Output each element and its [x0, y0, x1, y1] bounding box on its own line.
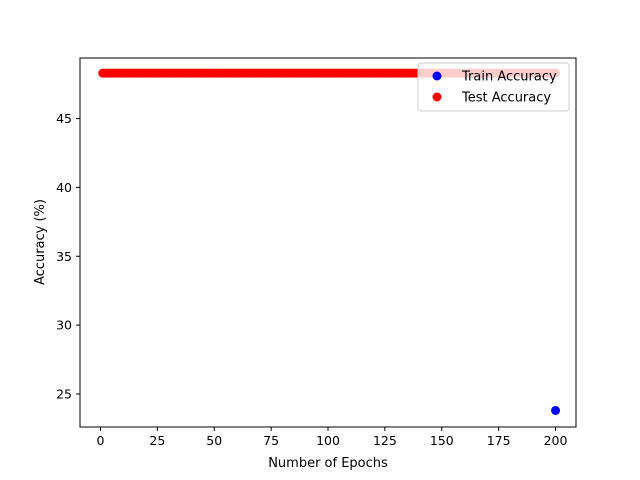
legend-label-test: Test Accuracy	[461, 91, 551, 106]
train-accuracy-point	[551, 405, 561, 415]
x-tick-label: 125	[373, 433, 397, 448]
x-axis-ticks: 0 25 50 75 100 125 150 175 200	[97, 427, 568, 448]
x-tick-label: 150	[430, 433, 454, 448]
x-tick-label: 100	[316, 433, 340, 448]
y-tick-label: 25	[56, 386, 72, 401]
x-tick-label: 0	[97, 433, 105, 448]
y-tick-label: 40	[56, 180, 72, 195]
y-axis-label: Accuracy (%)	[33, 199, 48, 285]
x-axis-label: Number of Epochs	[268, 456, 388, 471]
x-tick-label: 25	[149, 433, 165, 448]
x-tick-label: 50	[206, 433, 222, 448]
legend-marker-train	[432, 71, 442, 81]
x-tick-label: 200	[544, 433, 568, 448]
y-tick-label: 35	[56, 249, 72, 264]
legend-marker-test	[432, 92, 442, 102]
y-tick-label: 30	[56, 318, 72, 333]
legend: Train Accuracy Test Accuracy	[417, 62, 570, 112]
x-tick-label: 75	[263, 433, 279, 448]
legend-label-train: Train Accuracy	[461, 70, 557, 85]
legend-frame	[417, 62, 570, 112]
y-tick-label: 45	[56, 111, 72, 126]
x-tick-label: 175	[487, 433, 511, 448]
y-axis-ticks: 25 30 35 40 45	[56, 111, 80, 401]
